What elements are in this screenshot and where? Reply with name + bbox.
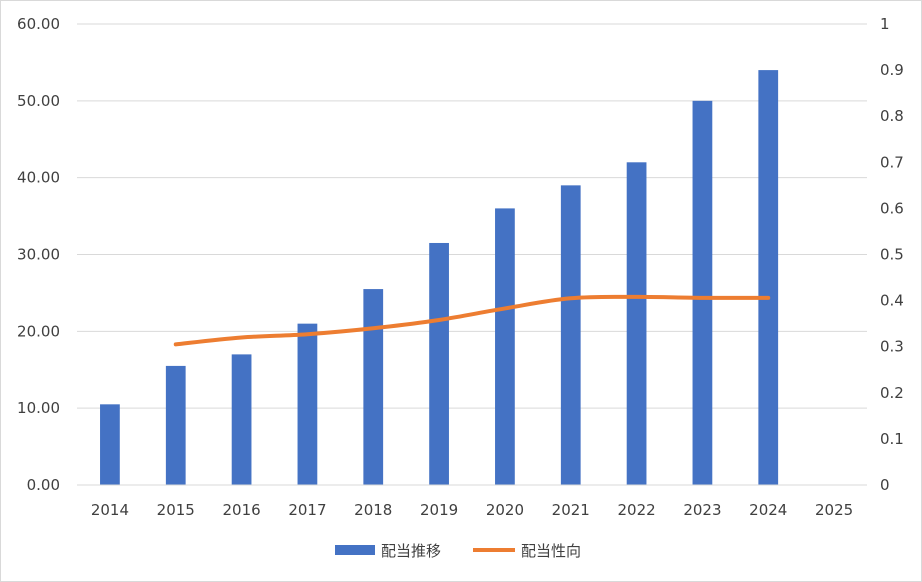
y-right-tick-label: 0.2 [880, 384, 904, 402]
y-right-tick-label: 0.4 [880, 292, 904, 310]
bar [100, 404, 120, 485]
y-right-tick-label: 0 [880, 476, 890, 494]
y-left-tick-label: 50.00 [17, 92, 60, 110]
gridlines [77, 23, 867, 486]
y-right-tick-label: 1 [880, 15, 890, 33]
y-left-tick-label: 40.00 [17, 169, 60, 187]
bar [626, 162, 647, 486]
x-tick-label: 2016 [222, 501, 260, 519]
x-tick-label: 2019 [420, 501, 458, 519]
x-tick-label: 2015 [157, 501, 195, 519]
y-left-tick-label: 20.00 [17, 322, 60, 340]
line-path [173, 294, 771, 347]
x-tick-label: 2020 [486, 501, 524, 519]
y-right-tick-label: 0.6 [880, 199, 904, 217]
y-left-tick-label: 60.00 [17, 15, 60, 33]
y-left-tick-label: 30.00 [17, 246, 60, 264]
bar [560, 185, 581, 485]
y-left-tick-label: 10.00 [17, 399, 60, 417]
x-tick-label: 2025 [815, 501, 853, 519]
y-right-tick-label: 0.5 [880, 246, 904, 264]
y-right-tick-label: 0.8 [880, 107, 904, 125]
x-tick-label: 2021 [552, 501, 590, 519]
legend: 配当推移 配当性向 [335, 542, 581, 560]
y-left-tick-label: 0.00 [27, 476, 60, 494]
y-right-tick-label: 0.9 [880, 61, 904, 79]
bar [297, 323, 318, 485]
bar [495, 208, 515, 485]
bar [165, 365, 186, 485]
bar [231, 354, 252, 485]
x-axis: 2014 2015 2016 2017 2018 2019 2020 2021 2022 2023… [77, 484, 867, 519]
y-right-tick-label: 0.3 [880, 338, 904, 356]
y-right-tick-label: 0.7 [880, 153, 904, 171]
x-tick-label: 2014 [91, 501, 129, 519]
line-series [173, 294, 771, 347]
x-tick-label: 2022 [617, 501, 655, 519]
bar [363, 289, 384, 485]
x-tick-label: 2023 [683, 501, 721, 519]
x-tick-label: 2018 [354, 501, 392, 519]
legend-label-bar: 配当推移 [381, 542, 441, 560]
x-tick-label: 2024 [749, 501, 787, 519]
bar [692, 100, 713, 485]
bar [429, 242, 449, 485]
bar-series [100, 70, 779, 486]
x-tick-label: 2017 [288, 501, 326, 519]
left-axis: 0.00 10.00 20.00 30.00 40.00 50.00 60.00 [17, 15, 60, 494]
legend-label-line: 配当性向 [521, 542, 581, 560]
bar [758, 70, 779, 485]
right-axis: 0 0.1 0.2 0.3 0.4 0.5 0.6 0.7 0.8 0.9 1 [880, 15, 904, 494]
legend-bar-swatch [335, 545, 375, 555]
y-right-tick-label: 0.1 [880, 430, 904, 448]
